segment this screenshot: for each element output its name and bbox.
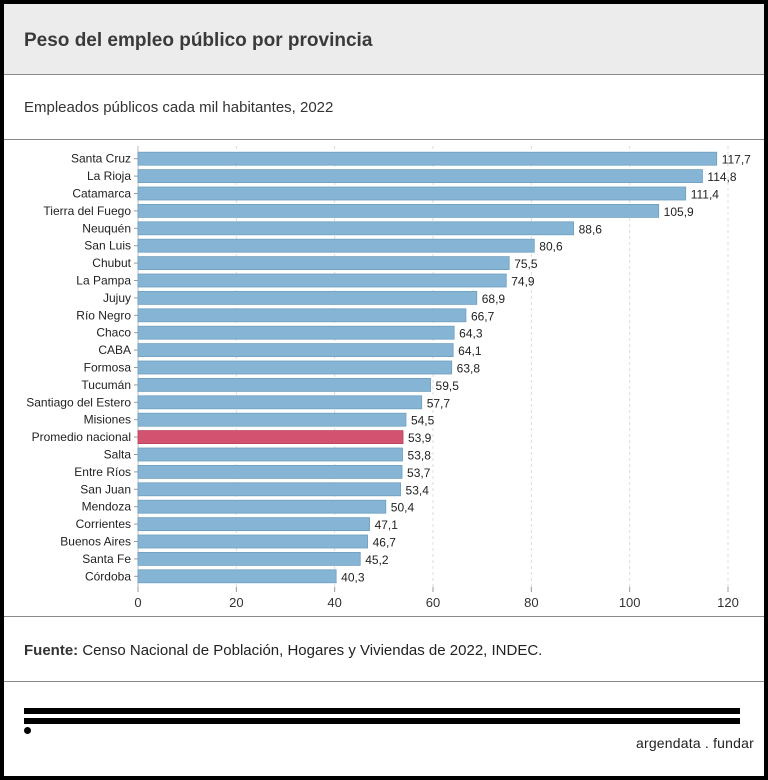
category-label: Salta [104,448,132,462]
value-label: 40,3 [341,570,365,584]
value-label: 117,7 [722,153,751,167]
bar [137,221,575,236]
x-tick-label: 100 [619,595,641,610]
logo-line-top [24,708,740,714]
category-label: Mendoza [82,500,132,514]
value-label: 114,8 [707,170,736,184]
bar [137,169,703,184]
bar [137,273,507,288]
category-label: La Pampa [76,274,131,288]
source-text: Censo Nacional de Población, Hogares y V… [78,642,543,659]
value-label: 74,9 [511,275,535,289]
category-label: Misiones [84,413,131,427]
value-label: 54,5 [411,414,435,428]
value-label: 80,6 [539,240,563,254]
category-label: Santa Cruz [71,152,131,166]
bar [137,517,370,532]
value-label: 88,6 [579,222,603,236]
bar [137,482,401,497]
bar [137,204,660,218]
category-label: Formosa [84,361,132,375]
value-label: 64,1 [458,344,482,358]
category-label: Chubut [92,256,131,270]
value-label: 68,9 [482,292,506,306]
chart-area: 0 20 40 60 80 100 120 Santa Cruz 117,7 La Rioja 11… [4,140,764,616]
footer: argendata . fundar [4,682,764,776]
value-label: 63,8 [457,362,481,376]
subheader: Empleados públicos cada mil habitantes, … [4,75,764,140]
x-tick-label: 20 [229,595,243,610]
bar [137,551,361,566]
bar [137,377,431,392]
x-tick-label: 60 [426,595,440,610]
bar [137,290,478,305]
category-label: Jujuy [103,291,131,305]
bar [137,308,467,323]
logo-line-bottom [24,718,740,724]
category-label: San Luis [84,239,131,253]
source-label: Fuente: [24,642,79,659]
value-label: 53,7 [407,466,431,480]
category-label: Río Negro [76,308,131,322]
value-label: 53,9 [408,431,432,445]
bar [137,464,403,479]
bar [137,238,535,253]
category-label: CABA [98,343,131,357]
category-label: Santiago del Estero [26,395,131,409]
source-note: Fuente: Censo Nacional de Población, Hog… [4,616,764,682]
category-label: Chaco [96,326,131,340]
x-tick-label: 40 [327,595,341,610]
category-label: Entre Ríos [74,465,131,479]
bar [137,325,455,340]
value-label: 105,9 [664,205,694,219]
chart-subtitle: Empleados públicos cada mil habitantes, … [24,99,334,116]
logo-dot [24,727,31,734]
value-label: 53,4 [406,483,430,497]
value-label: 111,4 [691,188,720,202]
bar [137,569,337,584]
bar-chart: 0 20 40 60 80 100 120 Santa Cruz 117,7 La Rioja 11… [26,146,751,610]
bar [137,412,407,427]
category-label: La Rioja [87,169,131,183]
category-label: Córdoba [85,569,131,583]
value-label: 59,5 [436,379,460,393]
bar [137,447,403,462]
category-label: Santa Fe [82,552,131,566]
value-label: 57,7 [427,396,451,410]
category-label: Buenos Aires [60,535,131,549]
header: Peso del empleo público por provincia [4,4,764,75]
bar [137,343,454,358]
chart-card: Peso del empleo público por provincia Em… [4,4,764,776]
value-label: 66,7 [471,309,495,323]
x-tick-label: 0 [134,595,141,610]
value-label: 50,4 [391,501,415,515]
category-label: Neuquén [82,221,131,235]
bar [137,430,404,445]
category-label: Corrientes [76,517,131,531]
value-label: 45,2 [365,553,389,567]
brand-wordmark: argendata . fundar [635,735,754,751]
category-label: Promedio nacional [32,430,131,444]
category-label: San Juan [80,482,131,496]
bar [137,360,453,375]
value-label: 53,8 [408,449,432,463]
category-label: Tierra del Fuego [43,204,131,218]
value-label: 46,7 [373,536,397,550]
bar [137,499,387,514]
category-label: Catamarca [72,187,131,201]
x-tick-label: 80 [524,595,538,610]
bar [137,395,423,410]
bar [137,534,369,549]
bar [137,186,687,201]
chart-title: Peso del empleo público por provincia [24,30,373,51]
bar [137,256,510,270]
x-tick-label: 120 [717,595,739,610]
value-label: 47,1 [375,518,399,532]
value-label: 75,5 [514,257,538,271]
value-label: 64,3 [459,327,483,341]
bar [137,151,718,166]
category-label: Tucumán [81,378,131,392]
